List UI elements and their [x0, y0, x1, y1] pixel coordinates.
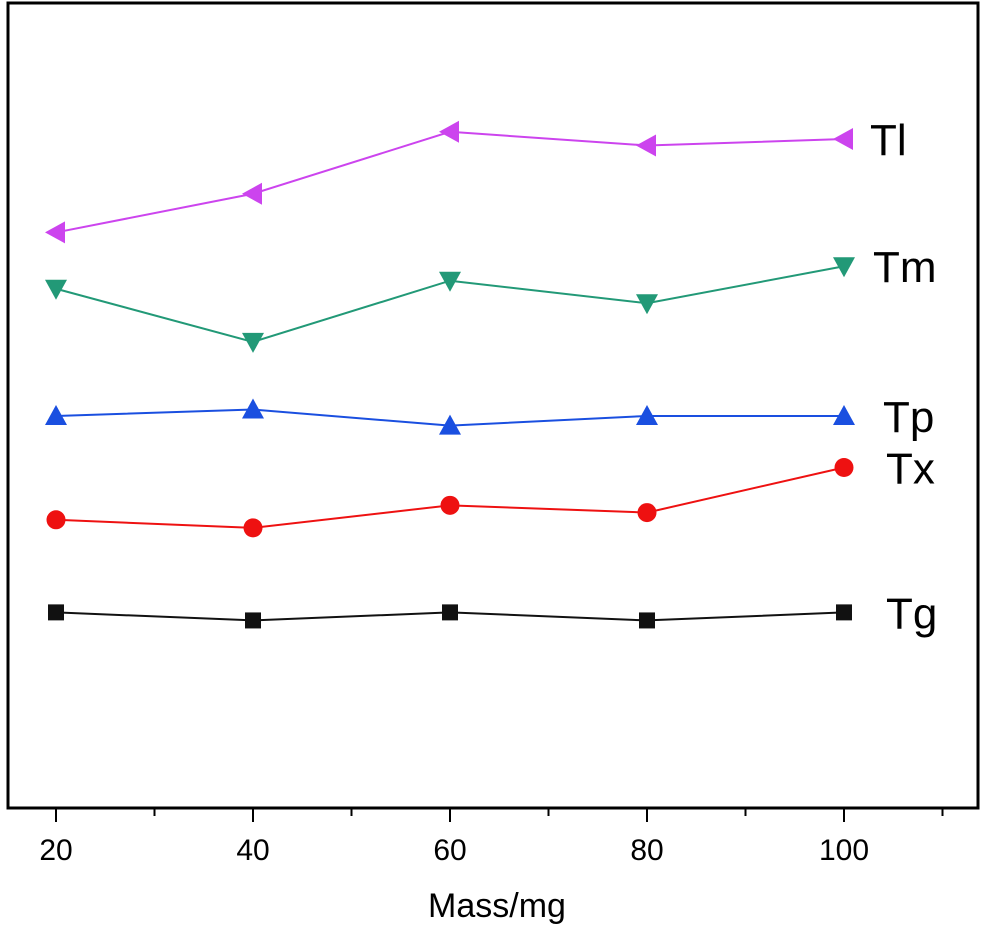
x-axis-label: Mass/mg [428, 887, 566, 925]
data-point [48, 604, 64, 621]
data-point [636, 294, 658, 315]
series-tx: Tx [46, 444, 935, 538]
data-point [439, 414, 461, 435]
x-axis-ticks: 20 40 60 80 100 [39, 808, 944, 867]
x-tick-label: 20 [39, 834, 72, 867]
data-point [45, 221, 65, 244]
data-point [245, 612, 261, 629]
data-point [243, 518, 263, 538]
data-point [833, 404, 855, 425]
data-point [637, 503, 657, 523]
data-point [439, 120, 459, 143]
plot-frame [6, 1, 980, 810]
series-label: Tm [873, 243, 937, 292]
series-tg: Tg [48, 589, 937, 638]
data-point [833, 257, 855, 278]
series-label: Tg [886, 589, 937, 638]
data-point [242, 182, 262, 205]
data-point [636, 134, 656, 157]
data-point [440, 495, 460, 515]
x-tick-label: 60 [433, 834, 466, 867]
series-label: Tp [883, 393, 934, 442]
data-point [46, 510, 66, 530]
data-point [439, 271, 461, 292]
data-point [834, 457, 854, 477]
x-tick-label: 100 [819, 834, 869, 867]
data-point [45, 279, 67, 300]
data-point [639, 612, 655, 629]
series-tp: Tp [45, 393, 934, 442]
data-point [442, 604, 458, 621]
data-point [636, 404, 658, 425]
data-point [833, 128, 853, 151]
series-tm: Tm [45, 243, 937, 353]
series-label: Tl [870, 116, 907, 165]
x-tick-label: 40 [236, 834, 269, 867]
x-tick-label: 80 [630, 834, 663, 867]
data-point [836, 604, 852, 621]
series-label: Tx [886, 444, 935, 493]
data-point [45, 404, 67, 425]
series-line [55, 130, 845, 234]
series-tl: Tl [45, 116, 907, 244]
data-point [242, 398, 264, 419]
data-point [242, 332, 264, 353]
